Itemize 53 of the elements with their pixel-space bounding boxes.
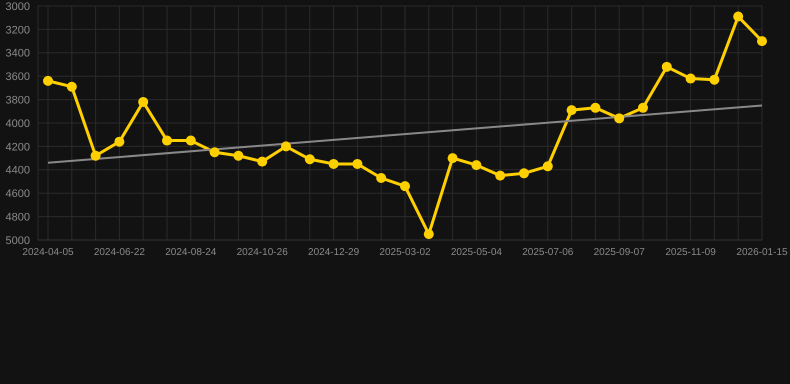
x-tick-label: 2025-11-09 xyxy=(665,247,716,258)
x-tick-label: 2025-07-06 xyxy=(522,247,574,258)
point xyxy=(542,161,553,172)
point xyxy=(400,181,410,192)
x-tick-label: 2025-05-04 xyxy=(450,247,502,258)
x-tick-label: 2024-06-22 xyxy=(94,247,146,258)
point xyxy=(519,168,529,178)
point xyxy=(210,147,220,158)
point xyxy=(590,102,600,113)
point xyxy=(328,158,339,169)
point xyxy=(162,136,172,146)
point xyxy=(709,74,720,85)
x-tick-label: 2024-12-29 xyxy=(308,247,360,258)
point xyxy=(471,160,482,170)
point xyxy=(448,153,458,164)
point xyxy=(257,156,268,167)
point xyxy=(757,36,767,46)
x-tick-label: 2025-03-02 xyxy=(379,247,432,258)
y-tick-label: 4800 xyxy=(6,212,30,224)
point xyxy=(352,158,362,169)
y-tick-label: 4600 xyxy=(6,188,30,200)
point xyxy=(43,76,53,86)
point xyxy=(186,136,196,146)
point xyxy=(281,141,291,152)
x-tick-label: 2024-04-05 xyxy=(22,247,74,258)
point xyxy=(114,136,124,147)
point xyxy=(662,62,672,72)
y-tick-label: 4400 xyxy=(6,164,30,177)
y-tick-label: 3800 xyxy=(6,94,30,107)
point xyxy=(233,150,244,161)
x-tick-label: 2024-08-24 xyxy=(165,247,217,258)
y-tick-label: 3000 xyxy=(6,0,30,13)
point xyxy=(376,172,386,183)
point xyxy=(733,12,744,22)
point xyxy=(566,105,577,116)
y-tick-label: 5000 xyxy=(6,234,30,247)
y-tick-label: 3400 xyxy=(6,48,30,60)
point xyxy=(686,74,696,84)
point xyxy=(614,113,624,124)
point xyxy=(424,229,434,240)
y-tick-label: 3200 xyxy=(6,24,30,36)
x-tick-label: 2025-09-07 xyxy=(594,247,646,258)
y-tick-label: 3600 xyxy=(6,71,30,84)
point xyxy=(495,170,506,181)
point xyxy=(304,154,315,164)
point xyxy=(66,82,77,92)
point xyxy=(90,150,101,161)
y-tick-label: 4000 xyxy=(6,118,30,130)
point xyxy=(138,96,148,107)
point xyxy=(638,102,648,113)
x-tick-label: 2026-01-15 xyxy=(736,247,788,258)
y-tick-label: 4200 xyxy=(6,141,30,154)
x-tick-label: 2024-10-26 xyxy=(236,247,288,258)
